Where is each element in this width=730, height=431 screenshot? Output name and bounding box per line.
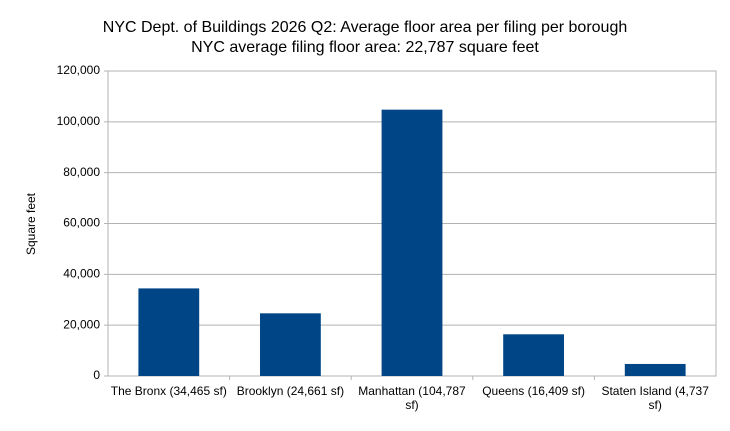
x-tick-label: Brooklyn (24,661 sf) xyxy=(236,384,345,398)
x-tick-label: Manhattan (104,787 sf) xyxy=(358,384,466,412)
bar xyxy=(624,363,686,376)
x-tick-label: Queens (16,409 sf) xyxy=(482,384,585,398)
y-tick-label: 80,000 xyxy=(63,165,100,179)
y-tick-label: 100,000 xyxy=(57,114,101,128)
bar xyxy=(138,288,200,376)
y-tick-label: 20,000 xyxy=(63,317,100,331)
y-tick-label: 120,000 xyxy=(57,63,101,77)
y-tick-label: 0 xyxy=(93,368,100,382)
chart-title: NYC Dept. of Buildings 2026 Q2: Average … xyxy=(103,19,627,36)
bar xyxy=(503,334,564,376)
y-tick-label: 40,000 xyxy=(63,267,100,281)
y-tick-label: 60,000 xyxy=(63,216,100,230)
bar xyxy=(260,313,321,376)
x-tick-label: Staten Island (4,737 sf) xyxy=(601,384,709,412)
x-tick-label: The Bronx (34,465 sf) xyxy=(110,384,227,398)
bar xyxy=(381,109,443,376)
y-axis-label: Square feet xyxy=(24,192,38,255)
chart-subtitle: NYC average filing floor area: 22,787 sq… xyxy=(191,39,539,56)
